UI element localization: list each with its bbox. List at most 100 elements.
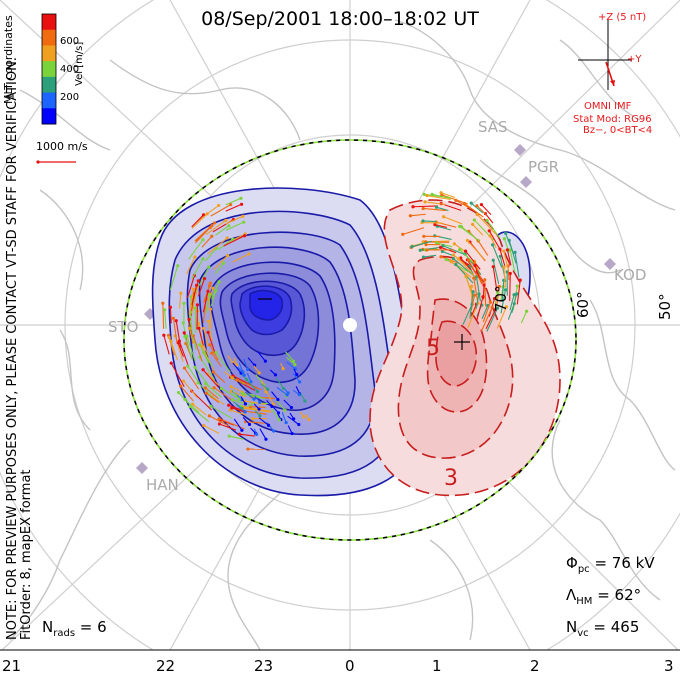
vector-origin xyxy=(506,248,509,251)
vector-origin xyxy=(454,199,457,202)
vector-origin xyxy=(169,306,172,309)
velocity-vector xyxy=(422,223,443,224)
mlt-label-22: 22 xyxy=(156,657,175,675)
vector-origin xyxy=(450,260,453,263)
velocity-vector xyxy=(163,303,164,329)
vector-origin xyxy=(188,327,191,330)
hm-boundary-latitude: ΛHM = 62° xyxy=(566,586,641,607)
vector-origin xyxy=(246,447,249,450)
imf-z-label: +Z (5 nT) xyxy=(598,12,646,23)
vector-origin xyxy=(206,290,209,293)
vector-origin xyxy=(209,281,212,284)
vector-origin xyxy=(276,398,279,401)
vector-origin xyxy=(202,327,205,330)
vector-origin xyxy=(195,284,198,287)
vector-origin xyxy=(476,213,479,216)
station-sas: SAS xyxy=(478,118,508,136)
vector-origin xyxy=(425,248,428,251)
vector-origin xyxy=(207,265,210,268)
vector-origin xyxy=(251,417,254,420)
radar-count: Nrads = 6 xyxy=(42,618,107,639)
vector-origin xyxy=(302,415,305,418)
vector-origin xyxy=(483,278,486,281)
vector-origin xyxy=(452,257,455,260)
vector-origin xyxy=(264,390,267,393)
vector-origin xyxy=(473,264,476,267)
vector-origin xyxy=(201,368,204,371)
vector-origin xyxy=(242,393,245,396)
vector-origin xyxy=(218,422,221,425)
vector-origin xyxy=(188,405,191,408)
vector-origin xyxy=(482,283,485,286)
vector-origin xyxy=(439,246,442,249)
vector-origin xyxy=(175,319,178,322)
vector-origin xyxy=(179,292,182,295)
vector-origin xyxy=(422,207,425,210)
vector-origin xyxy=(471,223,474,226)
vector-origin xyxy=(525,310,528,313)
vector-origin xyxy=(255,433,258,436)
vector-origin xyxy=(516,284,519,287)
vector-origin xyxy=(209,405,212,408)
vector-origin xyxy=(240,203,243,206)
vector-origin xyxy=(227,224,230,227)
vector-origin xyxy=(277,411,280,414)
vector-origin xyxy=(509,272,512,275)
latitude-label-70: 70° xyxy=(492,285,510,312)
positive-cell xyxy=(370,200,560,495)
colorbar-segment xyxy=(42,77,56,93)
vector-origin xyxy=(170,362,173,365)
vector-scale-label: 1000 m/s xyxy=(36,140,88,153)
vector-origin xyxy=(283,409,286,412)
vector-origin xyxy=(210,224,213,227)
vector-origin xyxy=(245,378,248,381)
vector-origin xyxy=(445,258,448,261)
vector-origin xyxy=(464,275,467,278)
station-sto: STO xyxy=(108,318,139,336)
vector-origin xyxy=(435,206,438,209)
vector-origin xyxy=(243,374,246,377)
colorbar-tick-400: 400 xyxy=(60,64,79,75)
vector-origin xyxy=(238,398,241,401)
vector-origin xyxy=(422,235,425,238)
mlt-label-2: 2 xyxy=(530,657,540,675)
preview-note-line1: NOTE: FOR PREVIEW PURPOSES ONLY, PLEASE … xyxy=(6,57,20,640)
vector-origin xyxy=(231,238,234,241)
vector-origin xyxy=(238,433,241,436)
vector-origin xyxy=(210,235,213,238)
vector-origin xyxy=(222,262,225,265)
vector-origin xyxy=(197,279,200,282)
vector-origin xyxy=(242,221,245,224)
imf-source: OMNI IMF xyxy=(584,101,631,112)
vector-origin xyxy=(502,249,505,252)
vector-origin xyxy=(183,331,186,334)
pole-marker xyxy=(343,318,357,332)
vector-origin xyxy=(230,406,233,409)
imf-stat-model: Stat Mod: RG96 xyxy=(573,114,652,125)
vector-origin xyxy=(457,257,460,260)
vector-origin xyxy=(489,234,492,237)
station-han: HAN xyxy=(146,476,179,494)
vector-count: Nvc = 465 xyxy=(566,618,639,639)
vector-origin xyxy=(293,363,296,366)
vector-origin xyxy=(270,405,273,408)
vector-origin xyxy=(458,248,461,251)
vector-origin xyxy=(186,365,189,368)
vector-origin xyxy=(193,366,196,369)
vector-origin xyxy=(187,318,190,321)
vector-origin xyxy=(287,391,290,394)
vector-origin xyxy=(226,236,229,239)
vector-origin xyxy=(194,306,197,309)
vector-origin xyxy=(503,237,506,240)
vector-origin xyxy=(423,193,426,196)
vector-origin xyxy=(212,386,215,389)
vector-origin xyxy=(274,373,277,376)
vector-origin xyxy=(297,423,300,426)
vector-origin xyxy=(298,393,301,396)
vector-origin xyxy=(241,370,244,373)
vector-origin xyxy=(258,371,261,374)
vector-origin xyxy=(282,387,285,390)
vector-origin xyxy=(485,219,488,222)
velocity-scale-arrow xyxy=(36,160,76,163)
vector-origin xyxy=(452,253,455,256)
